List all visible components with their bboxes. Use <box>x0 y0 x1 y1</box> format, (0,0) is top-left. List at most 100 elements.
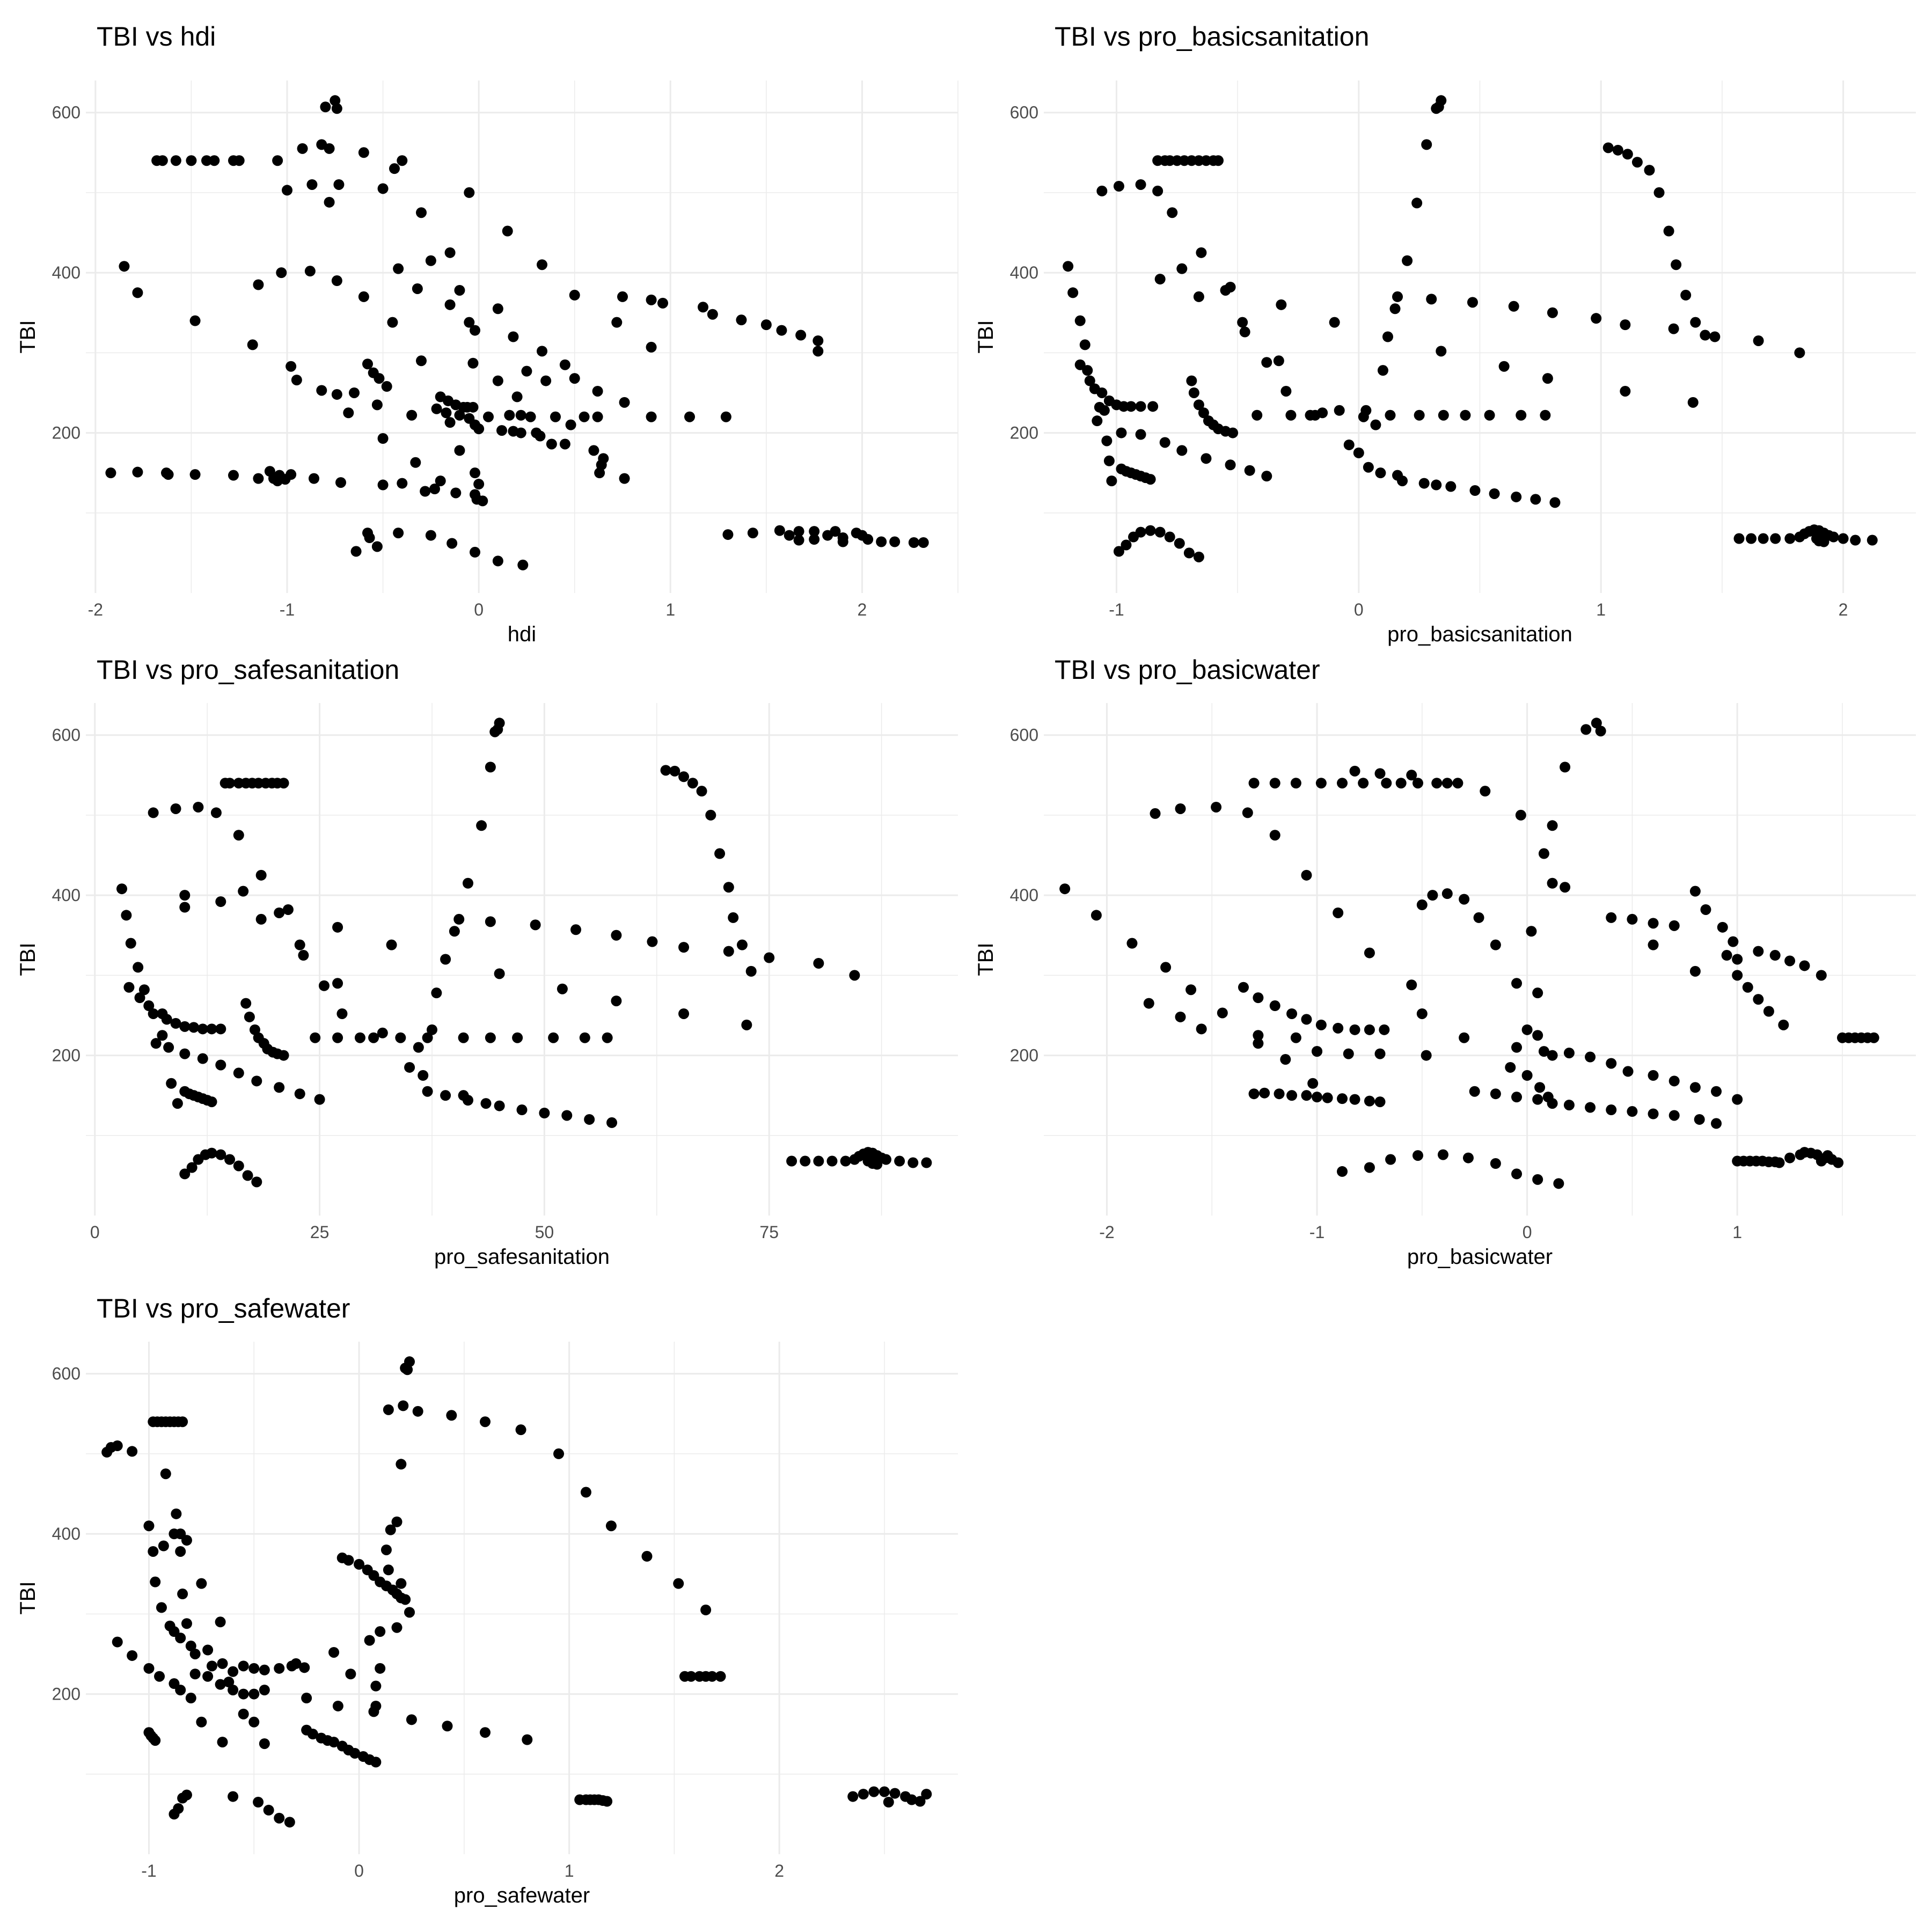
data-point <box>1252 409 1263 421</box>
data-point <box>1198 407 1209 419</box>
data-point <box>1746 533 1757 544</box>
data-point <box>705 809 716 821</box>
data-point <box>1467 297 1478 308</box>
data-point <box>1687 397 1699 408</box>
data-point <box>1542 1092 1554 1103</box>
data-point <box>1732 1094 1743 1105</box>
data-point <box>228 1685 239 1696</box>
data-point <box>1437 1149 1448 1160</box>
data-point <box>485 916 496 927</box>
data-point <box>197 1023 208 1035</box>
data-point <box>377 183 389 194</box>
data-point <box>297 143 308 154</box>
y-tick-label: 200 <box>1010 1046 1038 1065</box>
data-point <box>1585 1051 1596 1063</box>
data-point <box>1150 808 1161 819</box>
data-point <box>1135 179 1146 190</box>
data-point <box>813 957 824 969</box>
data-point <box>1534 1082 1546 1093</box>
data-point <box>224 1154 236 1165</box>
data-point <box>1591 718 1602 729</box>
data-point <box>1799 960 1810 971</box>
data-point <box>331 103 342 114</box>
data-point <box>1560 882 1571 893</box>
data-point <box>1193 291 1204 302</box>
data-point <box>1868 1032 1879 1043</box>
data-point <box>464 187 475 198</box>
data-point <box>202 1644 214 1656</box>
data-point <box>127 1650 138 1661</box>
data-point <box>561 1110 573 1121</box>
data-point <box>150 1038 162 1049</box>
data-point <box>1547 1050 1558 1061</box>
data-point <box>426 1024 437 1035</box>
data-point <box>1374 1096 1386 1108</box>
data-point <box>343 1555 354 1566</box>
data-point <box>894 1155 905 1167</box>
x-tick-label: -2 <box>1099 1223 1114 1242</box>
data-point <box>579 1032 590 1043</box>
data-point <box>1183 547 1195 559</box>
x-tick-label: 75 <box>759 1223 779 1242</box>
x-axis-title: hdi <box>508 623 536 646</box>
data-point <box>485 762 496 773</box>
data-point <box>215 1023 226 1035</box>
data-point <box>840 1155 851 1167</box>
data-point <box>908 1157 919 1168</box>
data-point <box>284 1817 295 1828</box>
data-point <box>489 726 501 737</box>
data-point <box>177 1416 188 1428</box>
data-point <box>1412 778 1423 789</box>
data-point <box>1220 284 1231 296</box>
data-point <box>611 996 622 1007</box>
data-point <box>1317 407 1328 419</box>
data-point <box>467 401 479 413</box>
data-point <box>374 373 385 384</box>
data-point <box>1337 1093 1348 1104</box>
data-point <box>707 309 718 320</box>
data-point <box>1732 954 1743 965</box>
panel-1: -2 -1 0 1 2 200 400 600 TBI vs hdi hdi TBI <box>16 21 958 646</box>
data-point <box>793 535 804 546</box>
data-point <box>1364 947 1375 958</box>
data-point <box>747 528 758 539</box>
data-point <box>715 1671 726 1682</box>
data-point <box>291 375 302 386</box>
data-point <box>494 968 505 979</box>
data-point <box>1152 185 1163 196</box>
y-tick-label: 600 <box>1010 103 1038 122</box>
data-point <box>1364 1162 1375 1173</box>
data-point <box>389 163 400 174</box>
y-axis-title: TBI <box>974 942 998 976</box>
data-point <box>395 1032 406 1043</box>
data-point <box>274 1663 285 1674</box>
data-point <box>1343 439 1355 450</box>
data-point <box>720 411 731 422</box>
data-point <box>1606 912 1617 923</box>
data-point <box>248 1688 260 1700</box>
data-point <box>188 1022 200 1033</box>
panel-4: -2 -1 0 1 200 400 600 TBI vs pro_basicwater pro_… <box>974 655 1916 1269</box>
data-point <box>1668 1110 1680 1121</box>
data-point <box>1530 494 1541 505</box>
data-point <box>368 1706 379 1717</box>
data-point <box>1174 538 1185 549</box>
data-point <box>1349 1094 1360 1105</box>
data-point <box>830 526 841 537</box>
data-point <box>1784 1152 1796 1163</box>
data-point <box>206 1147 217 1159</box>
data-point <box>1385 1154 1396 1165</box>
data-point <box>706 1671 718 1682</box>
data-point <box>1135 526 1146 538</box>
data-point <box>249 1024 260 1035</box>
data-point <box>592 385 603 397</box>
data-point <box>306 179 318 190</box>
data-point <box>1553 1178 1564 1189</box>
data-point <box>444 417 456 428</box>
data-point <box>849 970 860 981</box>
data-point <box>908 537 919 548</box>
data-point <box>918 537 929 548</box>
data-point <box>494 1100 505 1111</box>
data-point <box>728 912 739 923</box>
data-point <box>217 1658 228 1669</box>
